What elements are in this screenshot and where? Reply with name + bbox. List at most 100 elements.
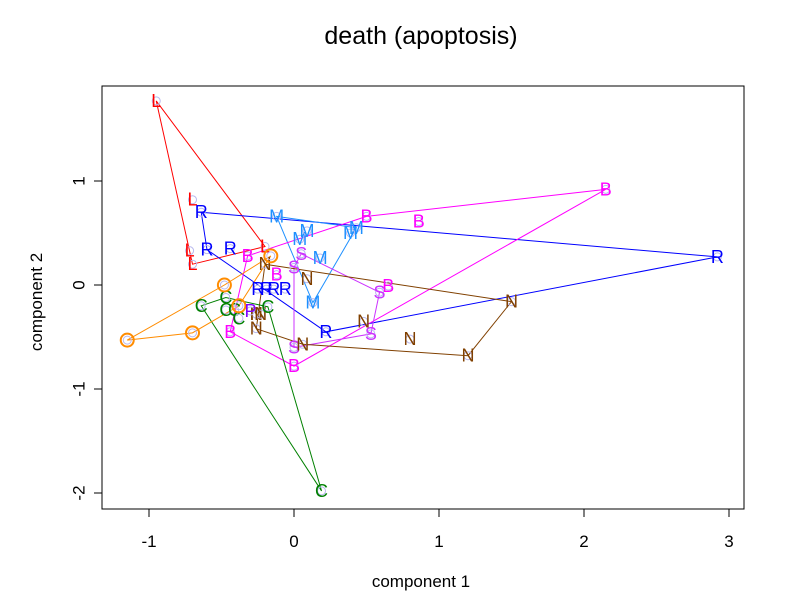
point-marker [234,301,244,311]
point-marker [346,228,356,238]
point-label: M [305,293,320,313]
point-marker [383,281,393,291]
point-marker [253,284,263,294]
point-marker [234,313,244,323]
point-marker [366,329,376,339]
point-C: C [315,481,328,501]
point-O [119,332,135,348]
point-label: C [315,481,328,501]
point-S: S [288,257,300,277]
point-label: S [288,257,300,277]
point-B: B [600,179,612,199]
point-marker [256,309,266,319]
point-N: N [296,334,309,354]
y-tick-label: 1 [69,176,88,185]
point-M: M [300,221,315,241]
point-label: B [288,356,300,376]
point-marker [251,309,261,319]
hull-S [293,253,381,348]
point-B: B [224,322,236,342]
point-S: S [365,324,377,344]
hull-M [275,215,358,304]
point-M: M [305,293,320,313]
point-marker [289,342,299,352]
point-L: L [187,254,197,274]
point-label: S [365,324,377,344]
point-label: N [296,334,309,354]
point-label-circle [185,325,200,341]
point-label: L [260,237,270,257]
point-R: R [711,247,724,267]
point-label: R [195,202,208,222]
x-axis: -1 0 1 2 3 [141,509,734,551]
point-marker [185,246,195,256]
point-marker [321,327,331,337]
point-label: N [505,292,518,312]
point-C: C [195,296,208,316]
point-label: B [382,276,394,296]
point-label: R [260,279,273,299]
point-label: S [288,337,300,357]
point-label: C [219,300,232,320]
point-C: C [219,300,232,320]
point-M: M [343,223,358,243]
point-R: R [279,279,292,299]
point-L: L [187,190,197,210]
point-marker [221,305,231,315]
point-label: M [349,218,364,238]
point-N: N [254,304,267,324]
point-label: N [404,329,417,349]
point-B: B [360,206,372,226]
point-marker [188,195,197,205]
point-label: S [374,282,386,302]
point-B: B [242,246,254,266]
point-label: S [295,244,307,264]
point-C: C [232,308,245,328]
point-marker [221,292,231,302]
point-marker [151,96,161,106]
point-marker [712,252,722,262]
point-N: N [462,346,475,366]
point-label: L [185,241,195,261]
point-label: M [269,206,284,226]
point-N: N [250,319,263,339]
point-label: N [301,269,314,289]
point-label: C [232,308,245,328]
point-label: R [711,247,724,267]
point-label: C [219,287,232,307]
y-tick-label: -2 [69,485,88,500]
point-M: M [269,206,284,226]
point-label: C [261,297,274,317]
point-label: P [244,301,256,321]
point-M: M [292,229,307,249]
point-label: C [195,296,208,316]
point-marker [122,335,132,345]
point-marker [302,226,312,236]
point-B: B [382,276,394,296]
hull-L [155,100,266,265]
point-label: B [224,322,236,342]
y-axis-label: component 2 [27,253,46,351]
point-marker [196,301,206,311]
point-marker [405,334,415,344]
hull-B [229,188,606,367]
point-marker [251,324,261,334]
point-label: M [313,248,328,268]
point-N: N [404,329,417,349]
point-label-circle [231,298,247,314]
point-label: N [254,304,267,324]
point-R: R [319,322,332,342]
point-N: N [505,292,518,312]
point-R: R [267,279,280,299]
point-marker [463,351,473,361]
point-M: M [349,218,364,238]
point-O [216,277,232,293]
point-label: R [319,322,332,342]
point-marker [243,251,253,261]
point-L: L [260,237,270,257]
point-marker [266,251,276,261]
point-marker [289,262,299,272]
x-tick-label: 2 [579,532,588,551]
point-O [185,325,200,341]
